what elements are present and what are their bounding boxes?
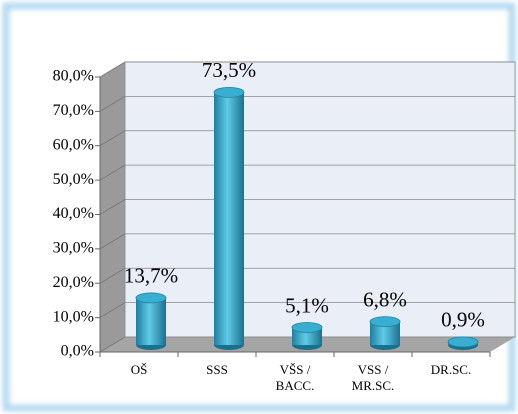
side-grid-line: [99, 267, 126, 284]
bar-top: [213, 86, 245, 98]
value-label: 6,8%: [363, 287, 407, 311]
side-grid-line: [99, 233, 126, 250]
x-tick-label: VŠS / BACC.: [275, 362, 315, 393]
x-tick-label: SSS: [206, 362, 228, 377]
value-label: 13,7%: [124, 264, 178, 288]
side-grid-line: [99, 199, 126, 215]
side-grid-line: [99, 336, 126, 353]
side-grid-line: [99, 164, 126, 181]
y-tick-label: 10,0%: [53, 308, 94, 325]
x-tick-label: DR.SC.: [430, 362, 472, 377]
y-tick-label: 40,0%: [53, 205, 94, 222]
side-grid-line: [99, 130, 126, 147]
bar-top: [447, 336, 479, 348]
value-label: 5,1%: [285, 293, 329, 317]
value-label: 0,9%: [441, 308, 485, 332]
bar: [214, 92, 244, 345]
y-tick-label: 80,0%: [53, 68, 94, 85]
y-tick-label: 70,0%: [53, 102, 94, 119]
side-grid-line: [99, 61, 126, 78]
x-tick-label: OŠ: [130, 362, 148, 377]
bar-top: [135, 292, 167, 304]
side-grid-line: [99, 96, 126, 112]
y-tick-label: 60,0%: [53, 136, 94, 153]
bar-top: [291, 322, 323, 333]
y-tick-label: 50,0%: [53, 171, 94, 188]
y-tick-label: 30,0%: [53, 240, 94, 257]
value-label: 73,5%: [202, 58, 256, 82]
y-tick-label: 0,0%: [61, 343, 94, 360]
bar-top: [369, 316, 401, 328]
side-grid-line: [99, 302, 126, 318]
y-tick-label: 20,0%: [53, 274, 94, 291]
bar: [136, 297, 166, 345]
x-tick-label: VSS / MR.SC.: [351, 362, 395, 393]
bar: [370, 321, 400, 345]
